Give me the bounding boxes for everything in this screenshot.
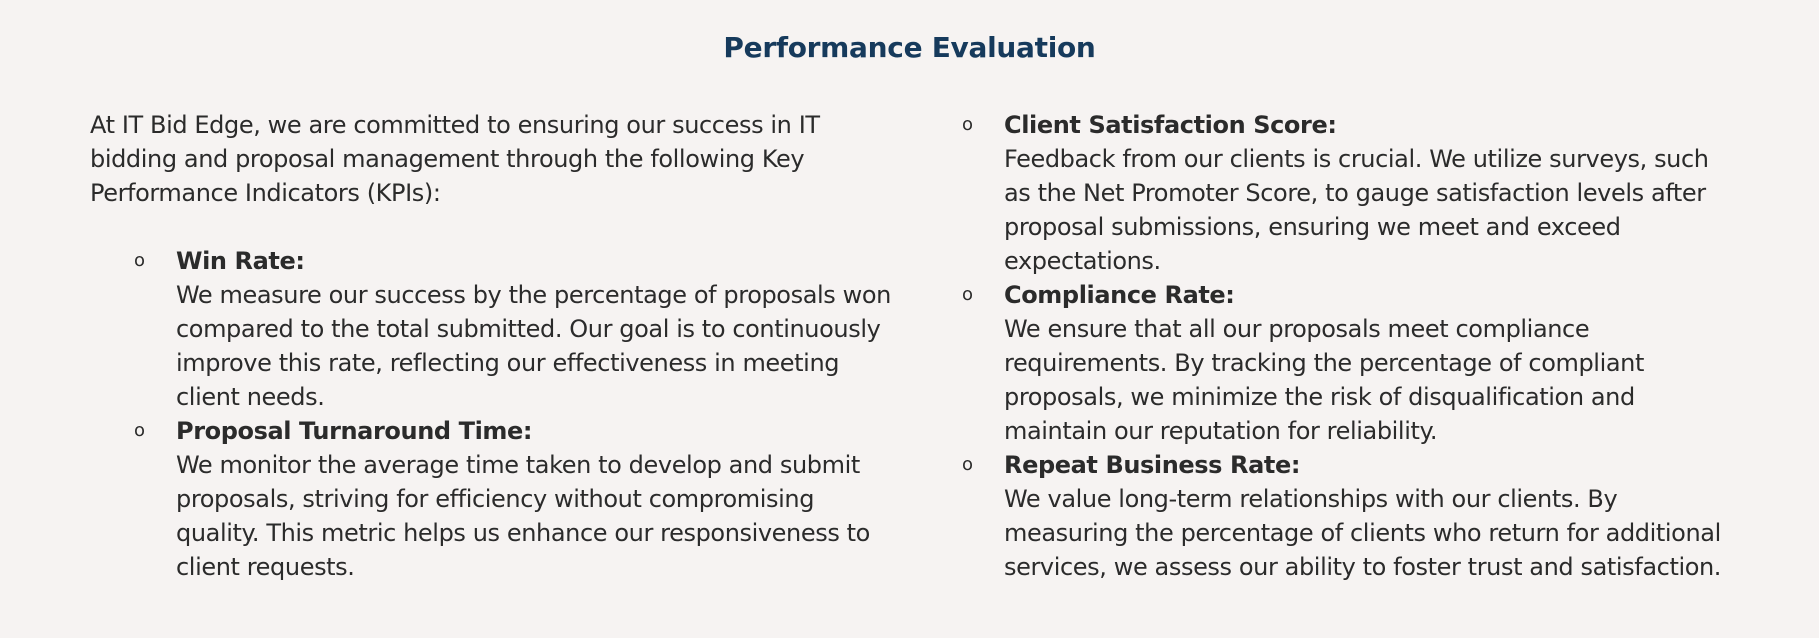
kpi-description: We ensure that all our proposals meet co… — [1004, 315, 1644, 445]
kpi-name: Win Rate: — [176, 247, 305, 275]
hollow-bullet-icon: o — [134, 250, 145, 271]
hollow-bullet-icon: o — [962, 284, 973, 305]
kpi-name: Proposal Turnaround Time: — [176, 417, 533, 445]
hollow-bullet-icon: o — [962, 454, 973, 475]
right-kpi-list: o Client Satisfaction Score: Feedback fr… — [962, 108, 1727, 584]
kpi-item-proposal-turnaround-time: o Proposal Turnaround Time: We monitor t… — [134, 414, 900, 584]
kpi-description: We monitor the average time taken to dev… — [176, 451, 870, 581]
kpi-item-compliance-rate: o Compliance Rate: We ensure that all ou… — [962, 278, 1727, 448]
kpi-item-client-satisfaction-score: o Client Satisfaction Score: Feedback fr… — [962, 108, 1727, 278]
intro-paragraph: At IT Bid Edge, we are committed to ensu… — [90, 111, 820, 207]
left-kpi-list: o Win Rate: We measure our success by th… — [90, 244, 900, 584]
hollow-bullet-icon: o — [962, 114, 973, 135]
right-column: o Client Satisfaction Score: Feedback fr… — [962, 108, 1727, 584]
kpi-name: Compliance Rate: — [1004, 281, 1235, 309]
kpi-description: We measure our success by the percentage… — [176, 281, 891, 411]
page-title: Performance Evaluation — [723, 31, 1096, 64]
hollow-bullet-icon: o — [134, 420, 145, 441]
kpi-item-repeat-business-rate: o Repeat Business Rate: We value long-te… — [962, 448, 1727, 584]
kpi-item-win-rate: o Win Rate: We measure our success by th… — [134, 244, 900, 414]
kpi-name: Repeat Business Rate: — [1004, 451, 1301, 479]
kpi-description: Feedback from our clients is crucial. We… — [1004, 145, 1709, 275]
left-column: At IT Bid Edge, we are committed to ensu… — [90, 108, 900, 584]
kpi-name: Client Satisfaction Score: — [1004, 111, 1337, 139]
kpi-description: We value long-term relationships with ou… — [1004, 485, 1722, 581]
